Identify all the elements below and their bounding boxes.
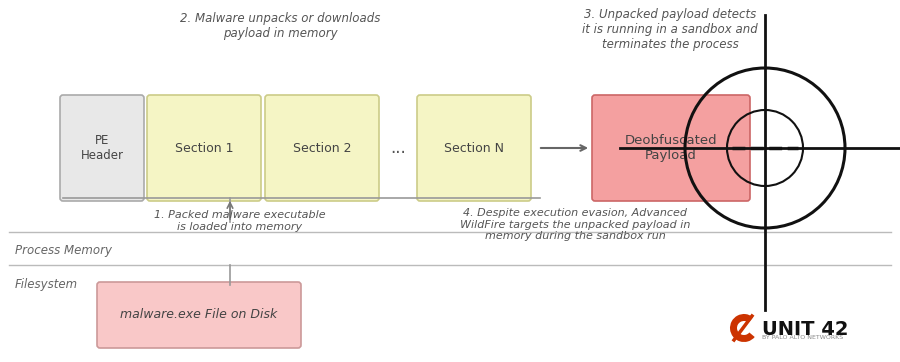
FancyBboxPatch shape	[265, 95, 379, 201]
Text: Process Memory: Process Memory	[15, 244, 112, 257]
Text: 2. Malware unpacks or downloads
payload in memory: 2. Malware unpacks or downloads payload …	[180, 12, 380, 40]
FancyBboxPatch shape	[147, 95, 261, 201]
FancyBboxPatch shape	[417, 95, 531, 201]
Text: Section N: Section N	[444, 142, 504, 155]
Text: Deobfuscated
Payload: Deobfuscated Payload	[625, 134, 717, 162]
Text: 3. Unpacked payload detects
it is running in a sandbox and
terminates the proces: 3. Unpacked payload detects it is runnin…	[582, 8, 758, 51]
FancyBboxPatch shape	[97, 282, 301, 348]
Text: PE
Header: PE Header	[80, 134, 123, 162]
Text: malware.exe File on Disk: malware.exe File on Disk	[121, 308, 277, 321]
Text: 1. Packed malware executable
is loaded into memory: 1. Packed malware executable is loaded i…	[154, 210, 326, 232]
Text: UNIT 42: UNIT 42	[762, 320, 849, 339]
FancyBboxPatch shape	[592, 95, 750, 201]
Wedge shape	[730, 314, 755, 342]
Text: BY PALO ALTO NETWORKS: BY PALO ALTO NETWORKS	[762, 335, 843, 340]
Text: Section 2: Section 2	[292, 142, 351, 155]
Text: 4. Despite execution evasion, Advanced
WildFire targets the unpacked payload in
: 4. Despite execution evasion, Advanced W…	[460, 208, 690, 241]
Text: ...: ...	[390, 139, 406, 157]
FancyBboxPatch shape	[60, 95, 144, 201]
Text: Section 1: Section 1	[175, 142, 233, 155]
Text: Filesystem: Filesystem	[15, 278, 78, 291]
